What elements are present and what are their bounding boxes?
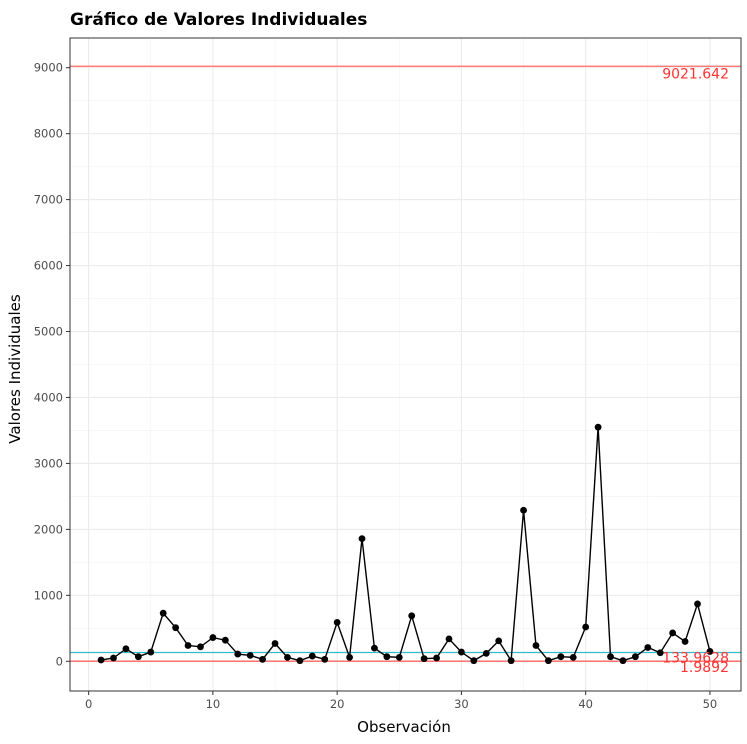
control-limit-lines: [70, 65, 741, 662]
data-point: [110, 654, 117, 662]
data-point: [346, 653, 353, 661]
y-tick-label: 3000: [34, 456, 63, 470]
data-point: [458, 648, 465, 656]
major-grid: [70, 38, 741, 691]
chart-title: Gráfico de Valores Individuales: [70, 10, 367, 30]
y-tick-label: 9000: [34, 61, 63, 75]
data-point: [656, 649, 664, 657]
data-point: [433, 654, 440, 662]
x-axis-label: Observación: [357, 718, 451, 736]
data-points: [97, 423, 714, 665]
data-point: [184, 642, 192, 649]
y-tick-label: 8000: [34, 127, 63, 141]
data-point: [234, 650, 242, 658]
x-axis: 0 10 20 30 40 50: [85, 691, 717, 711]
data-point: [582, 623, 590, 631]
data-point: [358, 535, 366, 543]
data-point: [619, 657, 627, 665]
data-point: [122, 645, 130, 653]
control-label-cl: 133.9628: [662, 650, 729, 666]
data-point: [147, 648, 155, 656]
data-point: [284, 653, 291, 661]
data-point: [172, 624, 180, 632]
data-point: [395, 653, 403, 661]
data-point: [594, 423, 602, 431]
data-point: [445, 635, 453, 643]
x-tick-label: 30: [454, 697, 469, 711]
data-point: [271, 640, 279, 647]
data-point: [296, 657, 304, 665]
y-tick-label: 5000: [34, 325, 63, 339]
data-point: [495, 637, 503, 645]
data-point: [470, 657, 478, 665]
data-point: [607, 653, 614, 661]
data-point: [694, 600, 701, 608]
y-tick-label: 0: [56, 654, 63, 668]
x-tick-label: 20: [330, 697, 345, 711]
control-label-lcl: 1.9892: [680, 660, 729, 676]
data-point: [159, 609, 167, 617]
data-point: [532, 642, 540, 649]
data-point: [209, 634, 217, 641]
data-point: [134, 653, 142, 661]
data-point: [644, 644, 652, 651]
data-point: [520, 506, 527, 514]
x-tick-label: 50: [703, 697, 718, 711]
y-tick-label: 4000: [34, 390, 63, 404]
data-point: [259, 655, 267, 663]
data-point: [221, 636, 229, 644]
data-point: [681, 638, 689, 645]
minor-grid: [70, 38, 741, 691]
data-point: [371, 644, 378, 652]
data-point: [321, 655, 329, 663]
data-point: [97, 656, 105, 664]
control-label-ucl: 9021.642: [662, 66, 729, 82]
data-point: [706, 648, 714, 655]
x-tick-label: 10: [206, 697, 221, 711]
data-point: [420, 655, 428, 663]
x-tick-label: 0: [85, 697, 92, 711]
data-point: [507, 657, 515, 665]
y-tick-label: 2000: [34, 522, 63, 536]
y-tick-label: 7000: [34, 193, 63, 207]
data-point: [408, 612, 416, 620]
y-axis-label: Valores Individuales: [6, 294, 24, 444]
y-tick-label: 6000: [34, 259, 63, 273]
plot-panel-border: [69, 37, 742, 692]
y-tick-label: 1000: [34, 588, 63, 602]
data-point: [482, 650, 490, 657]
data-point: [669, 629, 677, 637]
data-point: [631, 653, 639, 661]
x-tick-label: 40: [578, 697, 593, 711]
data-point: [246, 651, 254, 659]
y-axis: 0 1000 2000 3000 4000 5000 6000 7000 8000 9000: [34, 61, 70, 668]
data-point: [557, 653, 565, 661]
data-point: [197, 643, 204, 651]
data-point: [544, 657, 552, 665]
data-point: [383, 653, 391, 661]
data-point: [569, 653, 577, 661]
data-point: [308, 652, 316, 660]
data-point: [333, 619, 341, 626]
